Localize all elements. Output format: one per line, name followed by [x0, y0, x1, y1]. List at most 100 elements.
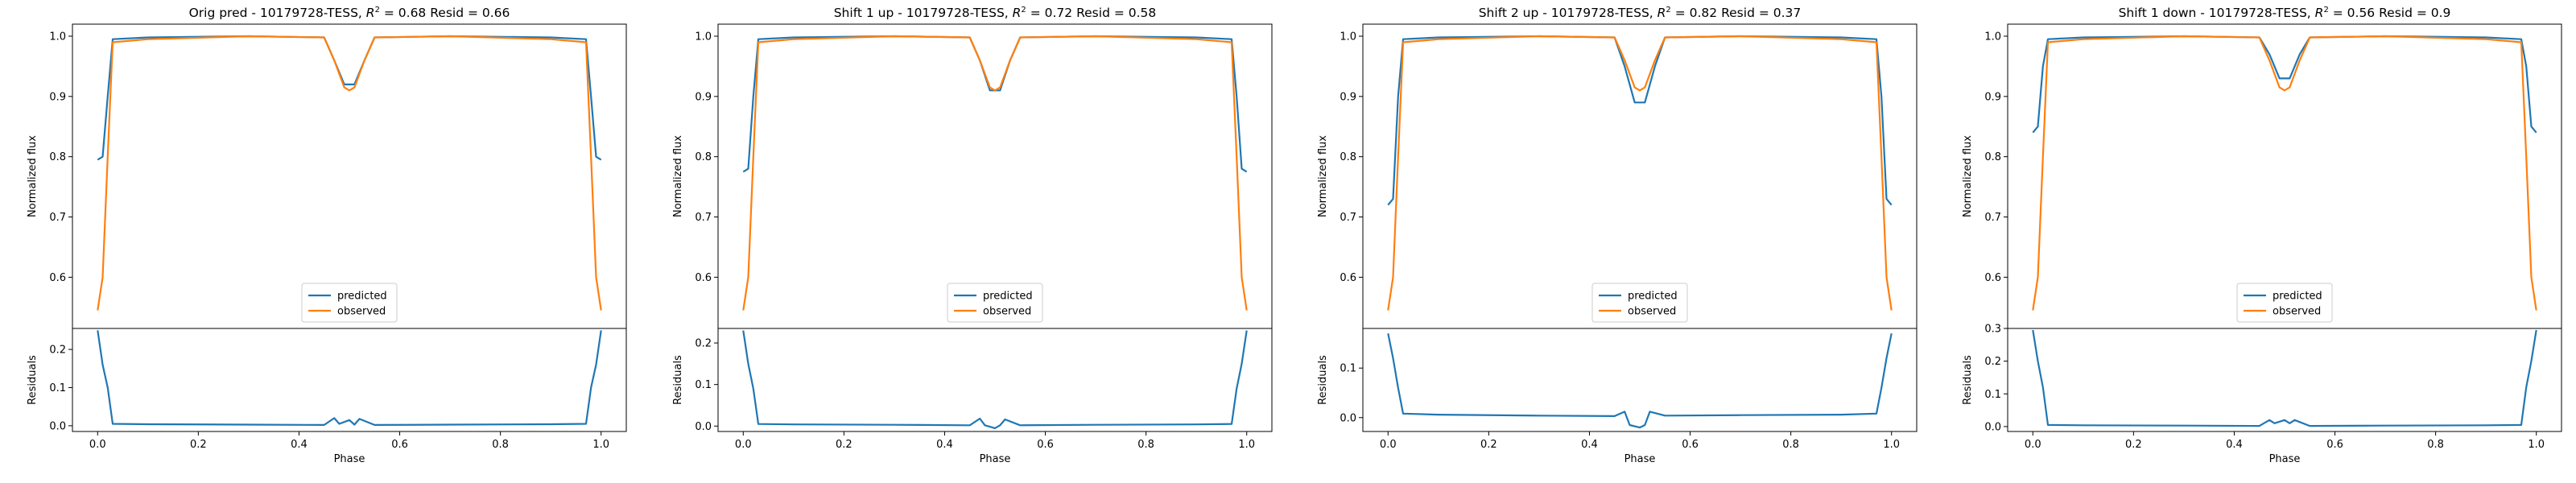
y-tick-label: 1.0	[695, 31, 712, 43]
y-tick-label: 0.8	[1340, 151, 1356, 163]
residual-line	[742, 330, 1248, 430]
y-tick-label: 0.7	[49, 212, 66, 224]
legend-box	[947, 283, 1043, 323]
x-tick-label: 0.4	[936, 439, 953, 451]
residual-y-tick-label: 0.0	[1340, 412, 1356, 424]
residual-axes-frame	[2007, 328, 2562, 432]
legend-label: predicted	[983, 291, 1033, 303]
predicted-line	[97, 35, 602, 161]
x-axis-label: Phase	[1624, 453, 1656, 465]
chart-panel: Shift 1 up - 10179728-TESS, R2 = 0.72 Re…	[672, 6, 1273, 465]
r-squared-symbol: R	[366, 6, 375, 20]
chart-title-suffix: = 0.82 Resid = 0.37	[1671, 6, 1801, 20]
predicted-line	[742, 35, 1248, 173]
x-tick-label: 1.0	[1883, 439, 1900, 451]
y-tick-label: 1.0	[1340, 31, 1356, 43]
residual-y-tick-label: 0.0	[695, 421, 712, 433]
y-tick-label: 0.6	[49, 272, 66, 284]
legend-label: observed	[1628, 306, 1676, 318]
residual-axis-label: Residuals	[1962, 355, 1974, 405]
x-axis-label: Phase	[980, 453, 1011, 465]
chart-title: Orig pred - 10179728-TESS, R2 = 0.68 Res…	[189, 6, 510, 20]
predicted-line	[1387, 35, 1893, 206]
x-tick-label: 1.0	[1238, 439, 1255, 451]
legend-label: predicted	[2273, 291, 2322, 303]
residual-line	[2032, 329, 2537, 427]
y-tick-label: 0.7	[695, 212, 712, 224]
main-axes-frame	[72, 23, 627, 329]
x-tick-label: 0.6	[2326, 439, 2343, 451]
x-tick-label: 0.4	[2226, 439, 2243, 451]
y-tick-label: 0.6	[1340, 272, 1356, 284]
y-tick-label: 0.9	[1340, 91, 1356, 103]
chart-title-prefix: Orig pred - 10179728-TESS,	[189, 6, 366, 20]
y-tick-label: 0.9	[695, 91, 712, 103]
chart-title: Shift 1 up - 10179728-TESS, R2 = 0.72 Re…	[834, 6, 1157, 20]
legend-label: observed	[2273, 306, 2321, 318]
residual-line	[1387, 332, 1893, 429]
legend: predicted observed	[2236, 283, 2333, 323]
residual-y-tick-label: 0.1	[49, 382, 66, 394]
chart-panel: Shift 1 down - 10179728-TESS, R2 = 0.56 …	[1962, 6, 2562, 465]
legend-box	[1591, 283, 1688, 323]
residual-axes-frame	[72, 328, 627, 432]
residual-y-tick-label: 0.2	[695, 338, 712, 350]
x-tick-label: 0.8	[2427, 439, 2444, 451]
chart-title-suffix: = 0.56 Resid = 0.9	[2329, 6, 2451, 20]
y-axis-label: Normalized flux	[27, 135, 39, 217]
chart-title: Shift 1 down - 10179728-TESS, R2 = 0.56 …	[2119, 6, 2451, 20]
x-tick-label: 0.2	[190, 439, 207, 451]
legend-label: observed	[983, 306, 1031, 318]
x-tick-label: 0.2	[836, 439, 852, 451]
main-axes-frame	[1362, 23, 1918, 329]
residual-axes-frame	[1362, 328, 1918, 432]
r-squared-exponent: 2	[1021, 6, 1026, 14]
residual-y-tick-label: 0.1	[695, 379, 712, 391]
observed-line	[1387, 35, 1893, 311]
r-squared-symbol: R	[2315, 6, 2324, 20]
residual-axis-label: Residuals	[27, 355, 39, 405]
x-tick-label: 0.4	[1581, 439, 1598, 451]
legend: predicted observed	[947, 283, 1043, 323]
y-axis-label: Normalized flux	[1317, 135, 1329, 217]
x-tick-label: 1.0	[592, 439, 609, 451]
main-axes-frame	[2007, 23, 2562, 329]
x-tick-label: 0.8	[1782, 439, 1799, 451]
y-tick-label: 0.6	[695, 272, 712, 284]
chart-title-suffix: = 0.72 Resid = 0.58	[1026, 6, 1156, 20]
chart-panel: Shift 2 up - 10179728-TESS, R2 = 0.82 Re…	[1317, 6, 1918, 465]
x-tick-label: 0.0	[89, 439, 106, 451]
y-tick-label: 0.8	[695, 151, 712, 163]
y-tick-label: 0.6	[1984, 272, 2001, 284]
chart-title-suffix: = 0.68 Resid = 0.66	[380, 6, 510, 20]
chart-title-prefix: Shift 2 up - 10179728-TESS,	[1479, 6, 1657, 20]
legend-label: observed	[337, 306, 386, 318]
residual-axis-label: Residuals	[672, 355, 684, 405]
y-tick-label: 0.8	[1984, 151, 2001, 163]
observed-line	[2032, 35, 2537, 311]
y-tick-label: 1.0	[1984, 31, 2001, 43]
x-tick-label: 0.0	[2025, 439, 2041, 451]
x-tick-label: 0.6	[1037, 439, 1054, 451]
y-tick-label: 0.9	[1984, 91, 2001, 103]
legend-label: predicted	[1628, 291, 1678, 303]
residual-y-tick-label: 0.2	[49, 345, 66, 357]
residual-line	[97, 330, 602, 427]
y-tick-label: 0.7	[1984, 212, 2001, 224]
x-axis-label: Phase	[2269, 453, 2301, 465]
observed-line	[742, 35, 1248, 311]
x-tick-label: 0.6	[1682, 439, 1699, 451]
y-tick-label: 0.9	[49, 91, 66, 103]
x-tick-label: 0.4	[291, 439, 308, 451]
legend-box	[2236, 283, 2333, 323]
y-axis-label: Normalized flux	[672, 135, 684, 217]
chart-title-prefix: Shift 1 down - 10179728-TESS,	[2119, 6, 2315, 20]
x-tick-label: 0.0	[1380, 439, 1397, 451]
x-tick-label: 0.0	[735, 439, 752, 451]
y-tick-label: 0.8	[49, 151, 66, 163]
r-squared-exponent: 2	[1666, 6, 1670, 14]
residual-y-tick-label: 0.1	[1340, 363, 1356, 375]
observed-line	[97, 35, 602, 311]
residual-axis-label: Residuals	[1317, 355, 1329, 405]
